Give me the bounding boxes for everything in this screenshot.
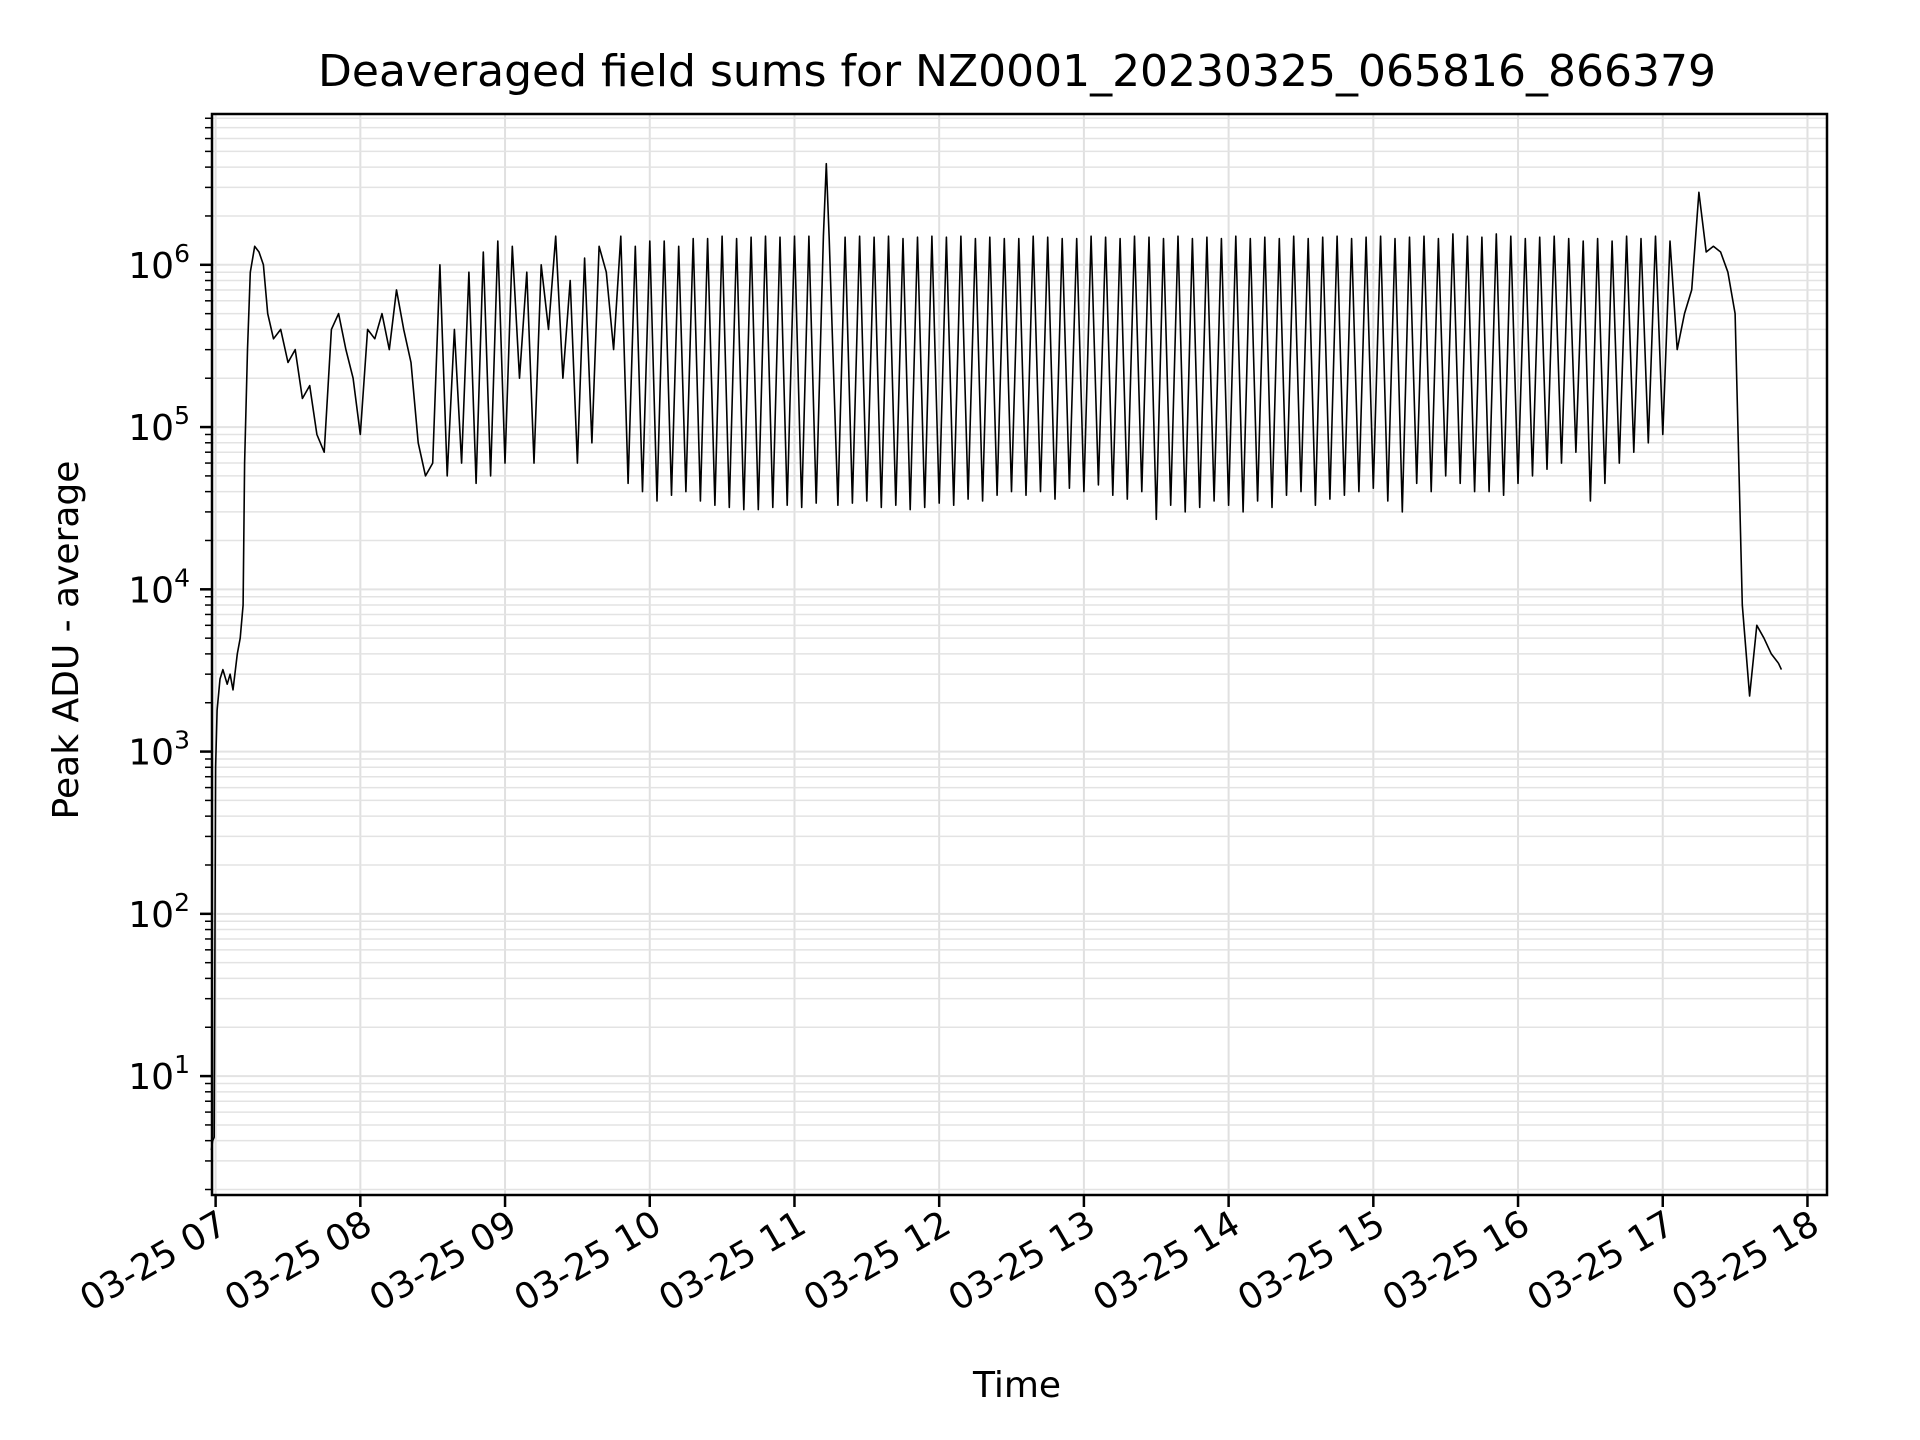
x-axis-label: Time <box>972 1365 1061 1406</box>
y-tick-label: 105 <box>128 401 190 449</box>
grid-lines <box>212 114 1827 1195</box>
y-tick-label: 106 <box>128 239 190 287</box>
series-line <box>210 162 1783 1151</box>
chart-title: Deaveraged field sums for NZ0001_2023032… <box>318 46 1716 97</box>
y-tick-label: 101 <box>128 1050 190 1098</box>
y-tick-label: 104 <box>128 563 190 611</box>
y-tick-label: 103 <box>128 726 190 774</box>
y-axis-label: Peak ADU - average <box>46 461 87 820</box>
y-axis-ticks: 101 102 103 104 105 106 <box>128 117 212 1191</box>
series-group <box>210 162 1783 1151</box>
y-tick-label: 102 <box>128 888 190 936</box>
